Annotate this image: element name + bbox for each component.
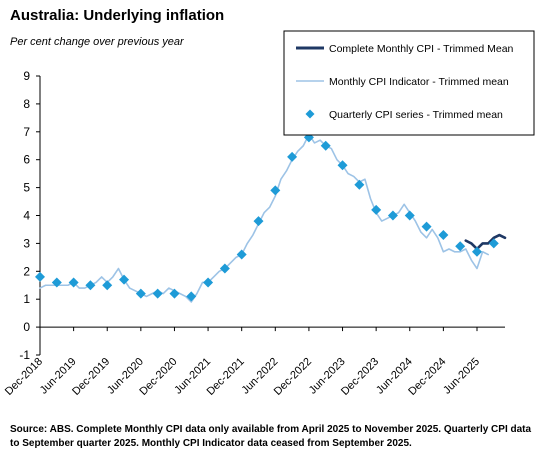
series-line-1	[39, 133, 489, 303]
data-point-marker	[51, 277, 62, 288]
data-point-marker	[102, 280, 113, 291]
y-tick-label: 3	[23, 236, 30, 250]
data-point-marker	[471, 246, 482, 257]
chart-title: Australia: Underlying inflation	[10, 7, 225, 24]
data-point-marker	[219, 263, 230, 274]
data-point-marker	[35, 271, 45, 282]
legend-layer: Complete Monthly CPI - Trimmed Mean Month…	[283, 30, 535, 136]
y-tick-label: 0	[23, 320, 30, 334]
data-point-marker	[488, 238, 499, 249]
data-point-marker	[135, 288, 146, 299]
y-tick-label: 9	[23, 69, 30, 83]
y-tick-label: 6	[23, 153, 30, 167]
data-point-marker	[186, 291, 197, 302]
y-tick-label: 8	[23, 97, 30, 111]
y-tick-label: 7	[23, 125, 30, 139]
data-point-marker	[236, 249, 247, 260]
data-point-marker	[320, 140, 331, 151]
legend-label-0: Complete Monthly CPI - Trimmed Mean	[329, 43, 514, 55]
data-point-marker	[337, 160, 348, 171]
data-point-marker	[421, 221, 432, 232]
data-point-marker	[68, 277, 79, 288]
data-point-marker	[438, 230, 449, 241]
data-point-marker	[119, 274, 130, 285]
source-note: Source: ABS. Complete Monthly CPI data o…	[10, 424, 532, 449]
data-point-marker	[371, 204, 382, 215]
series-layer	[35, 132, 507, 303]
data-point-marker	[203, 277, 214, 288]
data-point-marker	[253, 216, 264, 227]
data-point-marker	[270, 185, 281, 196]
legend-box	[283, 30, 535, 136]
data-point-marker	[152, 288, 163, 299]
chart-subtitle: Per cent change over previous year	[10, 36, 184, 48]
data-point-marker	[455, 241, 466, 252]
legend-label-2: Quarterly CPI series - Trimmed mean	[329, 109, 503, 121]
data-point-marker	[354, 179, 365, 190]
data-point-marker	[404, 210, 415, 221]
y-tick-label: 1	[23, 292, 30, 306]
legend-swatch-2	[305, 109, 315, 119]
y-tick-label: 5	[23, 181, 30, 195]
data-point-marker	[387, 210, 398, 221]
x-tick-label: Jun-2025	[441, 356, 482, 397]
y-tick-label: 4	[23, 209, 30, 223]
data-point-marker	[287, 151, 298, 162]
data-point-marker	[85, 280, 96, 291]
y-tick-label: 2	[23, 264, 30, 278]
y-tick-label: -1	[19, 348, 30, 362]
series-line-0	[464, 233, 507, 251]
data-point-marker	[169, 288, 180, 299]
legend-label-1: Monthly CPI Indicator - Trimmed mean	[329, 76, 509, 88]
